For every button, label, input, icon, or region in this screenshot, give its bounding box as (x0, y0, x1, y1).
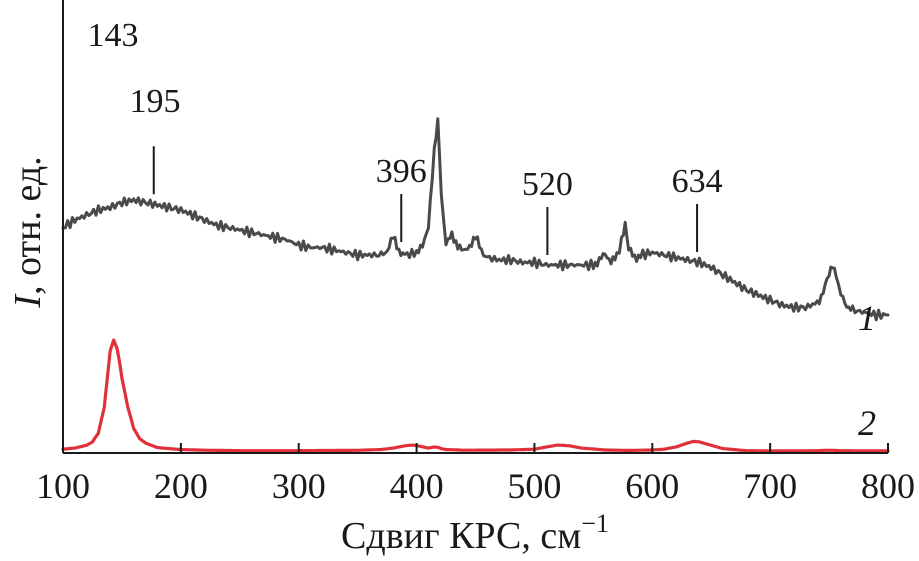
y-axis-title-rest: , отн. ед. (7, 156, 49, 295)
y-axis-title-var: I (7, 293, 49, 309)
axes (62, 0, 888, 454)
peak-label-396: 396 (376, 153, 427, 190)
peak-annotations: 143 195 396 520 634 (88, 17, 723, 255)
peak-label-634: 634 (672, 163, 723, 200)
x-axis-title-sup: −1 (581, 509, 609, 538)
x-tick-label: 400 (390, 466, 444, 506)
series-1-line (61, 117, 890, 322)
series-lines (61, 117, 890, 453)
series-2-line (61, 338, 890, 453)
x-tick-label: 600 (625, 466, 679, 506)
x-tick-label: 100 (36, 466, 90, 506)
peak-label-520: 520 (522, 166, 573, 203)
series-labels: 12 (858, 298, 876, 443)
x-tick-label: 800 (861, 466, 915, 506)
series-1-label: 1 (858, 298, 876, 338)
y-axis-title: I, отн. ед. (7, 156, 49, 308)
x-tick-label: 200 (154, 466, 208, 506)
x-tick-label: 700 (743, 466, 797, 506)
x-axis-title-text: Сдвиг КРС, см (341, 515, 581, 557)
x-tick-label: 500 (507, 466, 561, 506)
x-axis-title: Сдвиг КРС, см−1 (341, 509, 609, 557)
peak-label-195: 195 (130, 83, 181, 120)
x-tick-label: 300 (272, 466, 326, 506)
x-ticks: 100 200 300 400 500 600 700 800 (36, 443, 915, 506)
peak-label-143: 143 (88, 17, 139, 54)
series-2-label: 2 (858, 403, 876, 443)
